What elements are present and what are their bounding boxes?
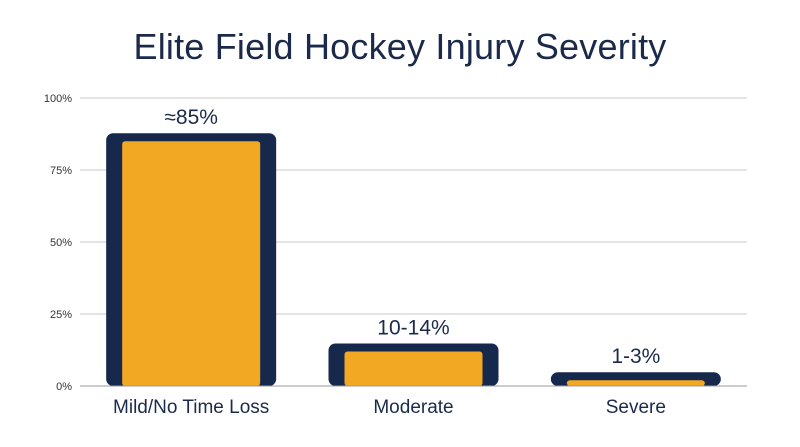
- y-tick-label: 50%: [50, 237, 72, 249]
- x-tick-label: Severe: [606, 397, 666, 418]
- data-label: 10-14%: [377, 316, 449, 339]
- y-tick-label: 25%: [50, 309, 72, 321]
- chart-title: Elite Field Hockey Injury Severity: [133, 26, 667, 67]
- x-tick-label: Moderate: [373, 397, 453, 418]
- data-label: 1-3%: [611, 345, 660, 368]
- x-tick-label: Mild/No Time Loss: [113, 397, 269, 418]
- y-tick-label: 75%: [50, 165, 72, 177]
- bar: [566, 380, 705, 386]
- bar: [122, 141, 261, 386]
- bar: [344, 351, 483, 386]
- data-label: ≈85%: [164, 106, 218, 129]
- y-tick-label: 100%: [44, 93, 72, 105]
- y-tick-label: 0%: [56, 381, 72, 393]
